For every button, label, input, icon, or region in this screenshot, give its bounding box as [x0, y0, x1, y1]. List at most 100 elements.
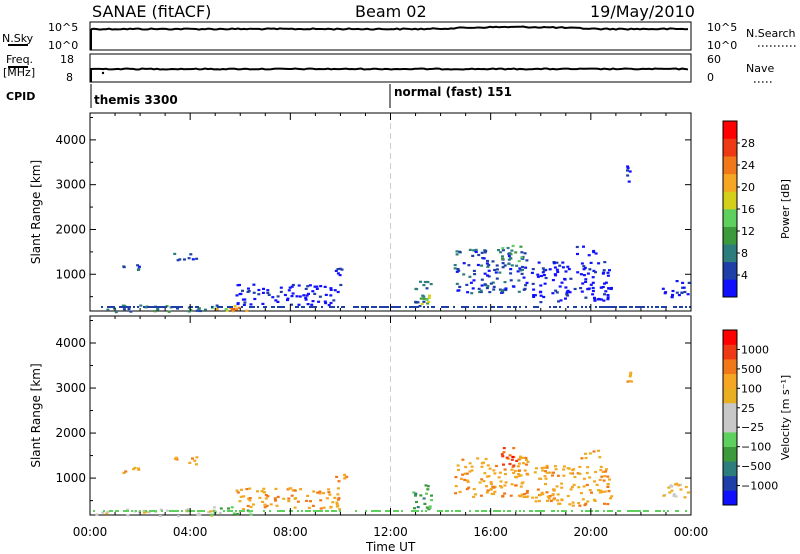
power-cell: [539, 301, 543, 304]
power-ground-cell: [549, 306, 551, 308]
velocity-colorbar-frame: [722, 329, 738, 506]
velocity-ground-cell: [493, 510, 495, 512]
power-cell: [473, 273, 477, 276]
xtick-label: 04:00: [173, 525, 208, 539]
velocity-cell: [519, 455, 522, 458]
velocity-cell: [585, 471, 589, 475]
velocity-cell: [333, 496, 337, 499]
velocity-cell: [484, 457, 488, 461]
velocity-ground-cell: [193, 510, 195, 512]
power-cell: [233, 304, 237, 308]
velocity-cell: [562, 465, 566, 468]
power-ground-cell: [663, 306, 665, 308]
velocity-ground-cell: [199, 510, 201, 512]
velocity-cell: [413, 507, 416, 510]
power-ground-cell: [119, 306, 121, 308]
velocity-cell: [236, 512, 239, 516]
power-cell: [334, 269, 338, 272]
power-cell: [324, 293, 328, 296]
velocity-ground-cell: [421, 510, 423, 512]
velocity-cell: [607, 490, 611, 493]
velocity-cell: [470, 469, 474, 472]
power-ground-cell: [333, 306, 335, 308]
velocity-ground-cell: [477, 510, 479, 512]
power-ground-cell: [277, 306, 279, 308]
power-ground-cell: [379, 306, 381, 308]
power-cell: [127, 308, 131, 311]
power-ground-cell: [337, 306, 339, 308]
power-ground-cell: [497, 306, 499, 308]
velocity-ground-cell: [213, 510, 215, 512]
velocity-ytick-label: 4000: [55, 336, 86, 350]
velocity-ground-cell: [539, 510, 541, 512]
power-cell: [487, 264, 491, 267]
velocity-cell: [571, 504, 575, 507]
power-cell: [453, 264, 457, 267]
velocity-ground-cell: [393, 510, 395, 512]
xtick-label: 00:00: [674, 525, 709, 539]
velocity-cell: [599, 489, 603, 492]
velocity-cell: [569, 472, 573, 475]
velocity-cell: [312, 490, 316, 493]
power-ytick-label: 4000: [55, 133, 86, 147]
velocity-cell: [427, 508, 431, 511]
velocity-ground-cell: [171, 510, 173, 512]
velocity-cell: [522, 462, 525, 465]
velocity-cell: [263, 503, 267, 506]
power-cell: [520, 256, 524, 259]
power-ground-cell: [125, 306, 127, 308]
power-cell: [522, 288, 526, 291]
velocity-cell: [338, 508, 342, 511]
velocity-cell: [576, 472, 580, 475]
power-cell: [333, 289, 337, 292]
velocity-cell: [470, 465, 474, 468]
power-cell: [501, 257, 504, 260]
velocity-cell: [245, 488, 249, 491]
power-colorbar-cell: [723, 244, 737, 263]
velocity-ground-cell: [139, 510, 141, 512]
power-cell: [480, 251, 484, 254]
power-cell: [531, 268, 535, 271]
power-cell: [627, 180, 631, 183]
power-cell: [503, 264, 507, 267]
power-ground-cell: [573, 306, 575, 308]
power-cell: [455, 250, 459, 253]
power-cell: [604, 281, 608, 284]
power-cell: [252, 291, 256, 294]
velocity-cell: [508, 462, 512, 466]
velocity-colorbar-tick-label: 1000: [741, 343, 769, 356]
velocity-ground-cell: [305, 510, 307, 512]
velocity-cell: [318, 492, 322, 495]
velocity-ground-cell: [537, 510, 539, 512]
power-cell: [197, 307, 201, 311]
velocity-cell: [414, 492, 418, 495]
velocity-cell: [176, 515, 180, 518]
power-cell: [507, 262, 511, 266]
power-cell: [305, 294, 309, 297]
power-ground-cell: [175, 306, 177, 308]
power-cell: [137, 267, 141, 271]
velocity-ground-cell: [457, 510, 459, 512]
velocity-cell: [598, 478, 602, 481]
velocity-cell: [282, 497, 286, 500]
velocity-ground-cell: [149, 510, 151, 512]
power-cell: [501, 262, 505, 265]
power-ground-cell: [431, 306, 433, 308]
power-cell: [501, 255, 504, 258]
velocity-colorbar-label: Velocity [m s⁻¹]: [779, 375, 792, 460]
power-cell: [492, 288, 496, 291]
velocity-ground-cell: [223, 510, 225, 512]
velocity-cell: [544, 470, 547, 473]
velocity-cell: [262, 490, 266, 494]
power-ground-cell: [385, 306, 387, 308]
power-ground-cell: [281, 306, 283, 308]
velocity-cell: [512, 471, 516, 475]
velocity-ground-cell: [639, 510, 641, 512]
velocity-cell: [546, 495, 550, 498]
velocity-ground-cell: [685, 510, 687, 512]
power-ground-cell: [477, 306, 479, 308]
power-ground-cell: [343, 306, 345, 308]
power-ground-cell: [623, 306, 625, 308]
power-cell: [423, 280, 427, 284]
velocity-ground-cell: [181, 510, 183, 512]
